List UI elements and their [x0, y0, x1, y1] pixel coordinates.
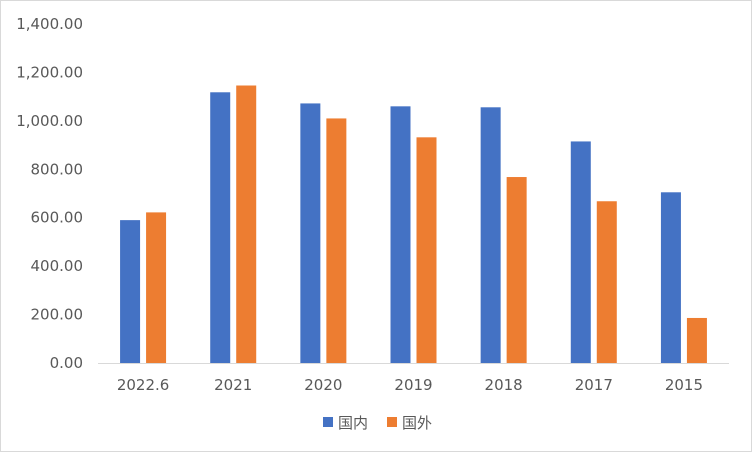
- legend-label: 国内: [338, 414, 368, 432]
- bar-domestic: [120, 220, 141, 363]
- y-axis-labels: 0.00 200.00 400.00 600.00 800.00 1,000.00 1,20…: [16, 15, 83, 372]
- y-tick-label: 200.00: [31, 306, 84, 324]
- y-tick-label: 800.00: [31, 160, 84, 178]
- bar-domestic: [570, 141, 591, 363]
- y-tick-label: 1,000.00: [16, 112, 83, 130]
- y-tick-label: 600.00: [31, 209, 84, 227]
- bar-domestic: [660, 192, 681, 363]
- bar-foreign: [596, 201, 617, 363]
- y-tick-label: 0.00: [50, 354, 83, 372]
- bar-foreign: [146, 212, 167, 363]
- x-tick-label: 2019: [394, 376, 432, 394]
- bar-domestic: [210, 92, 231, 363]
- legend: 国内 国外: [323, 414, 432, 432]
- bar-domestic: [390, 106, 411, 363]
- bar-foreign: [326, 118, 347, 363]
- legend-swatch: [323, 417, 333, 427]
- y-tick-label: 400.00: [31, 257, 84, 275]
- bar-domestic: [480, 107, 501, 363]
- x-tick-label: 2022.6: [117, 376, 170, 394]
- bars: [120, 85, 707, 364]
- x-tick-label: 2021: [214, 376, 252, 394]
- x-tick-label: 2018: [485, 376, 523, 394]
- bar-foreign: [236, 85, 257, 364]
- y-tick-label: 1,400.00: [16, 15, 83, 33]
- bar-foreign: [416, 137, 437, 363]
- legend-label: 国外: [402, 414, 432, 432]
- x-tick-label: 2015: [665, 376, 703, 394]
- bar-domestic: [300, 103, 321, 364]
- bar-foreign: [506, 177, 527, 363]
- x-axis-labels: 2022.6 2021 2020 2019 2018 2017 2015: [117, 376, 703, 394]
- x-tick-label: 2020: [304, 376, 342, 394]
- legend-swatch: [387, 417, 397, 427]
- x-tick-label: 2017: [575, 376, 613, 394]
- bar-foreign: [686, 317, 707, 363]
- y-tick-label: 1,200.00: [16, 63, 83, 81]
